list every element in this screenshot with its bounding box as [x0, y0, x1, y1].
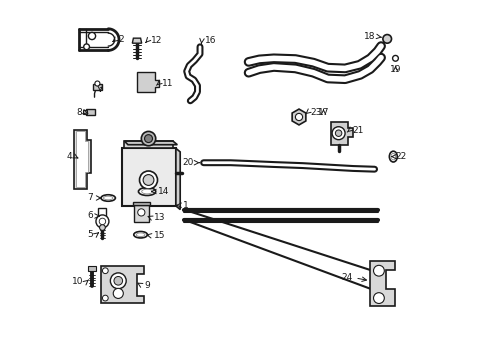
- Polygon shape: [76, 131, 88, 187]
- Text: 14: 14: [158, 187, 169, 196]
- Bar: [134, 205, 148, 222]
- Text: 11: 11: [162, 79, 173, 88]
- Text: 2: 2: [118, 35, 124, 44]
- Circle shape: [138, 209, 145, 216]
- Circle shape: [141, 131, 156, 146]
- Polygon shape: [74, 130, 91, 189]
- Circle shape: [84, 44, 90, 50]
- Text: 13: 13: [154, 213, 166, 222]
- Ellipse shape: [101, 195, 116, 201]
- Circle shape: [145, 135, 152, 143]
- Text: 19: 19: [390, 65, 401, 74]
- Polygon shape: [88, 266, 96, 271]
- Circle shape: [140, 171, 157, 189]
- Ellipse shape: [136, 233, 145, 237]
- Polygon shape: [132, 38, 142, 43]
- Text: 10: 10: [72, 277, 84, 286]
- Circle shape: [373, 293, 384, 303]
- Circle shape: [99, 218, 106, 225]
- Circle shape: [392, 55, 398, 61]
- Ellipse shape: [139, 188, 156, 195]
- Text: 6: 6: [87, 211, 93, 220]
- Text: 23: 23: [311, 108, 322, 117]
- Circle shape: [373, 265, 384, 276]
- Polygon shape: [292, 109, 306, 125]
- Polygon shape: [93, 84, 102, 90]
- Text: 1: 1: [183, 201, 189, 210]
- Circle shape: [95, 81, 100, 86]
- Polygon shape: [124, 141, 177, 145]
- Text: 18: 18: [364, 32, 375, 41]
- Polygon shape: [101, 266, 144, 303]
- Bar: [133, 202, 150, 205]
- Circle shape: [88, 32, 96, 40]
- Text: 9: 9: [144, 281, 150, 289]
- Circle shape: [102, 295, 108, 301]
- Ellipse shape: [390, 151, 397, 162]
- Polygon shape: [137, 72, 159, 92]
- Polygon shape: [370, 261, 395, 306]
- Polygon shape: [122, 148, 176, 206]
- Ellipse shape: [391, 153, 395, 160]
- Text: 3: 3: [98, 84, 103, 93]
- Circle shape: [332, 127, 345, 140]
- Text: 20: 20: [182, 158, 194, 167]
- Polygon shape: [86, 109, 95, 115]
- Text: 21: 21: [352, 126, 364, 135]
- Circle shape: [102, 268, 108, 274]
- Polygon shape: [176, 148, 180, 210]
- Text: 5: 5: [87, 230, 93, 239]
- Text: 15: 15: [154, 231, 166, 240]
- Bar: [98, 208, 106, 219]
- Circle shape: [143, 175, 154, 185]
- Polygon shape: [124, 141, 173, 148]
- Text: 24: 24: [341, 274, 352, 282]
- Text: 17: 17: [318, 108, 329, 117]
- Circle shape: [114, 276, 122, 285]
- Text: 7: 7: [87, 194, 93, 202]
- Polygon shape: [83, 110, 87, 114]
- Ellipse shape: [142, 189, 152, 194]
- Text: 16: 16: [205, 36, 216, 45]
- Circle shape: [113, 288, 123, 298]
- Circle shape: [383, 35, 392, 43]
- Text: 4: 4: [67, 152, 72, 161]
- Text: 12: 12: [151, 36, 162, 45]
- Circle shape: [96, 215, 109, 228]
- Polygon shape: [331, 122, 353, 145]
- Circle shape: [110, 273, 126, 289]
- Text: 8: 8: [76, 108, 82, 117]
- Circle shape: [99, 225, 105, 230]
- Circle shape: [295, 113, 303, 121]
- Circle shape: [335, 130, 342, 136]
- Ellipse shape: [103, 196, 113, 200]
- Text: 22: 22: [395, 152, 407, 161]
- Ellipse shape: [134, 231, 147, 238]
